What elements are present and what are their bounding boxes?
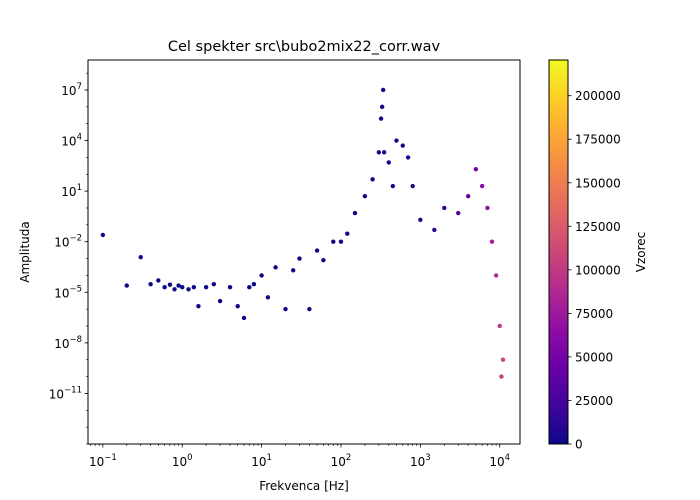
scatter-point (345, 231, 350, 236)
scatter-point (138, 255, 143, 260)
x-axis-label: Frekvenca [Hz] (259, 479, 349, 493)
colorbar-tick-label: 25000 (575, 394, 613, 408)
scatter-point (156, 278, 161, 283)
scatter-point (386, 160, 391, 165)
scatter-point (378, 116, 384, 121)
scatter-point (259, 273, 264, 278)
colorbar-tick-label: 200000 (575, 89, 621, 103)
scatter-point (290, 268, 296, 273)
scatter-point (362, 194, 368, 199)
scatter-point (251, 282, 257, 287)
scatter-point (180, 285, 185, 290)
y-tick-label: 101 (61, 183, 82, 199)
scatter-point (390, 183, 396, 189)
scatter-point (442, 205, 447, 211)
scatter-point (241, 315, 247, 321)
scatter-point (456, 210, 461, 216)
scatter-point (379, 104, 385, 110)
scatter-point (235, 303, 240, 309)
scatter-point (186, 287, 191, 292)
scatter-point (211, 282, 217, 287)
scatter-point (100, 232, 106, 238)
scatter-point (410, 183, 415, 189)
x-axis: 10−1 100 101 102 103 104 (89, 444, 510, 469)
scatter-point (499, 374, 504, 379)
plot-frame (87, 59, 521, 445)
scatter-point (247, 285, 252, 290)
scatter-point (497, 323, 502, 329)
y-tick-label: 10−5 (54, 284, 82, 300)
scatter-point (217, 298, 223, 304)
x-tick-label: 104 (489, 453, 510, 469)
scatter-point (352, 210, 358, 216)
scatter-point (394, 138, 399, 143)
scatter-point (489, 239, 495, 244)
scatter-point (321, 257, 326, 263)
x-tick-label: 101 (251, 453, 272, 469)
colorbar-tick-label: 125000 (575, 220, 621, 234)
scatter-point (331, 239, 336, 244)
scatter-point (162, 285, 167, 290)
colorbar-tick-label: 50000 (575, 350, 613, 364)
scatter-point (465, 194, 471, 199)
scatter-point (265, 295, 271, 300)
scatter-point (418, 217, 423, 222)
scatter-point (479, 183, 485, 189)
scatter-point (196, 303, 201, 309)
scatter-point (400, 143, 405, 148)
colorbar (548, 59, 569, 445)
y-tick-label: 10−11 (49, 385, 82, 401)
y-tick-label: 104 (61, 133, 82, 149)
x-tick-label: 10−1 (89, 453, 117, 469)
y-tick-label: 10−2 (54, 234, 82, 250)
scatter-point (376, 150, 382, 155)
scatter-point (307, 306, 312, 312)
colorbar-tick-label: 150000 (575, 176, 621, 190)
colorbar-tick-label: 175000 (575, 133, 621, 147)
colorbar-tick-label: 75000 (575, 307, 613, 321)
scatter-point (432, 227, 437, 233)
colorbar-tick-label: 100000 (575, 263, 621, 277)
scatter-point (283, 306, 288, 312)
x-tick-label: 103 (410, 453, 431, 469)
colorbar-tick-label: 0 (575, 438, 583, 452)
scatter-point (124, 283, 129, 288)
x-tick-label: 100 (172, 453, 193, 469)
y-axis: 10−11 10−8 10−5 10−2 101 104 107 (49, 72, 88, 445)
scatter-point (203, 285, 209, 290)
scatter-point (172, 287, 177, 292)
scatter-point (473, 166, 479, 172)
scatter-point (273, 265, 278, 270)
scatter-point (227, 285, 233, 290)
scatter-point (493, 273, 499, 278)
scatter-point (167, 282, 173, 287)
chart-title: Cel spekter src\bubo2mix22_corr.wav (168, 39, 441, 55)
scatter-point (191, 285, 197, 290)
colorbar-label: Vzorec (634, 232, 648, 273)
scatter-point (405, 155, 411, 160)
scatter-point (148, 282, 153, 287)
x-tick-label: 102 (331, 453, 352, 469)
y-tick-label: 10−8 (54, 335, 82, 351)
y-tick-label: 107 (61, 82, 82, 98)
colorbar-ticks: 0 25000 50000 75000 100000 125000 150000 175000… (568, 89, 621, 452)
scatter-point (381, 150, 387, 155)
scatter-point (297, 256, 302, 261)
scatter-point (338, 239, 344, 244)
scatter-points (100, 87, 506, 379)
scatter-point (485, 205, 490, 211)
scatter-point (370, 177, 375, 182)
y-axis-label: Amplituda (18, 221, 32, 282)
scatter-point (176, 283, 181, 288)
scatter-point (500, 357, 506, 362)
scatter-point (380, 87, 386, 93)
scatter-point (314, 248, 320, 253)
